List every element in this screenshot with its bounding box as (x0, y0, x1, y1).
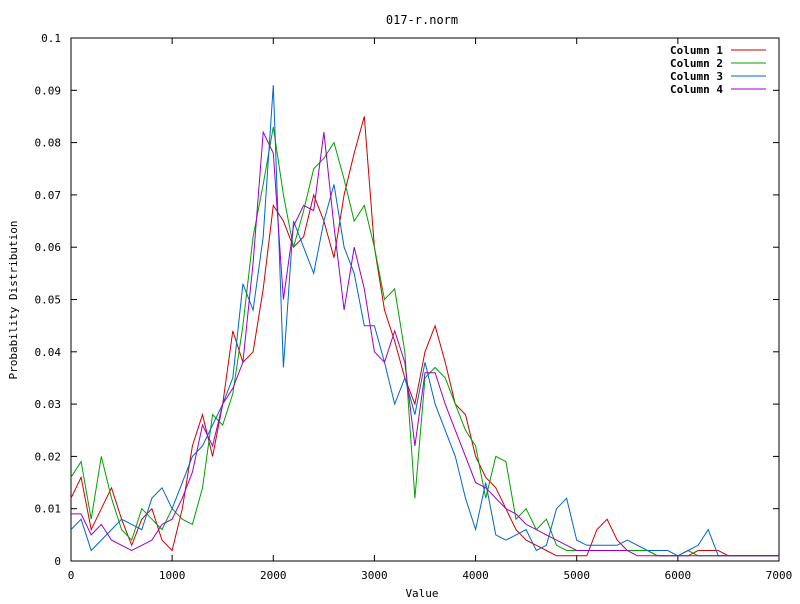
x-tick-label: 1000 (159, 569, 186, 582)
plot-frame: 0 0.01 0.02 0.03 0.04 0.05 0.06 0.07 0.08 0.09 0.1… (35, 32, 793, 582)
y-tick-label: 0 (54, 555, 61, 568)
x-tick-label: 4000 (462, 569, 489, 582)
y-tick-label: 0.01 (35, 503, 62, 516)
legend-label: Column 3 (670, 70, 723, 83)
chart-title: 017-r.norm (386, 13, 458, 27)
y-tick-label: 0.02 (35, 450, 62, 463)
y-tick-label: 0.05 (35, 294, 62, 307)
y-tick-label: 0.09 (35, 84, 62, 97)
legend-label: Column 1 (670, 44, 723, 57)
plot-border (70, 37, 780, 562)
x-tick-label: 2000 (260, 569, 287, 582)
series-line-1 (70, 116, 779, 557)
x-tick-label: 0 (68, 569, 75, 582)
series-line-2 (70, 126, 779, 557)
y-tick-label: 0.07 (35, 189, 62, 202)
y-tick-label: 0.08 (35, 137, 62, 150)
x-axis-label: Value (405, 587, 438, 600)
y-tick-label: 0.04 (35, 346, 62, 359)
y-axis-label: Probability Distribution (7, 221, 20, 380)
series-lines (70, 85, 779, 557)
x-tick-label: 7000 (766, 569, 793, 582)
series-line-3 (70, 85, 779, 557)
series-line-4 (71, 130, 779, 557)
x-tick-label: 3000 (361, 569, 388, 582)
legend-label: Column 4 (670, 83, 723, 96)
y-tick-label: 0.06 (35, 241, 62, 254)
y-tick-label: 0.1 (41, 32, 61, 45)
x-tick-label: 5000 (563, 569, 590, 582)
y-tick-label: 0.03 (35, 398, 62, 411)
x-tick-label: 6000 (665, 569, 692, 582)
legend-label: Column 2 (670, 57, 723, 70)
